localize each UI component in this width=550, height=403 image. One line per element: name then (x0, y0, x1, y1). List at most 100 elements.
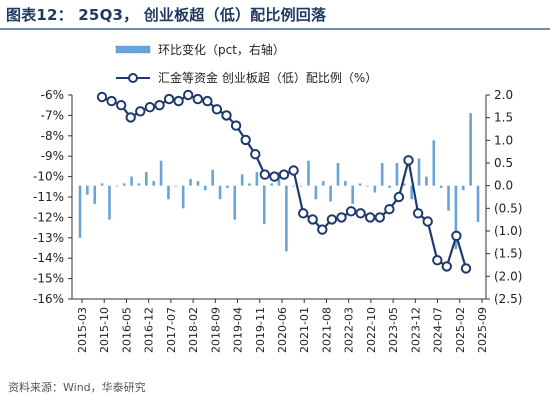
change-bar (130, 176, 133, 186)
x-axis-label: 2019-11 (254, 307, 267, 353)
left-axis-label: -15% (33, 272, 64, 286)
x-axis-label: 2024-07 (432, 307, 445, 353)
change-bar (218, 185, 222, 200)
x-axis-label: 2019-04 (232, 307, 245, 353)
x-axis-label: 2023-12 (409, 307, 422, 353)
ratio-point (240, 134, 251, 146)
change-bar (122, 183, 126, 186)
change-bar (211, 169, 214, 186)
right-axis-label: (2.0) (494, 269, 522, 283)
ratio-point (250, 149, 261, 160)
ratio-point (298, 208, 309, 219)
change-bar (388, 185, 391, 188)
ratio-point (393, 191, 405, 203)
ratio-point (230, 120, 242, 131)
chart-title: 图表12： 25Q3， 创业板超（低）配比例回落 (6, 6, 327, 24)
left-axis-label: -7% (41, 108, 64, 122)
ratio-point (317, 224, 328, 235)
change-bar (439, 185, 443, 188)
ratio-point (173, 95, 184, 107)
ratio-point (221, 110, 232, 121)
ratio-point (211, 104, 223, 115)
change-bar (181, 185, 185, 209)
change-bar (248, 183, 251, 186)
change-bar (314, 185, 318, 200)
change-bar (233, 185, 237, 220)
change-bar (344, 181, 347, 186)
x-axis-label: 2021-01 (298, 307, 311, 353)
change-bar (336, 163, 340, 186)
ratio-point (163, 93, 175, 105)
ratio-point (374, 212, 385, 223)
left-axis-label: -6% (41, 88, 64, 102)
ratio-point (355, 208, 366, 219)
right-axis-label: 2.0 (494, 88, 513, 102)
change-bar (410, 185, 413, 200)
x-axis-label: 2016-12 (143, 307, 156, 353)
ratio-point (96, 91, 108, 103)
right-axis-label: 0.5 (494, 156, 513, 170)
left-axis-label: -8% (41, 129, 64, 143)
ratio-point (365, 212, 376, 223)
legend: 环比变化（pct，右轴） 汇金等资金 创业板超（低）配比例（%） (115, 42, 377, 85)
change-bar (145, 172, 148, 186)
x-axis-label: 2017-07 (165, 307, 178, 353)
ratio-point (183, 89, 194, 101)
ratio-point (192, 93, 204, 105)
ratio-point (384, 204, 395, 215)
change-bar (152, 181, 156, 186)
ratio-point (432, 255, 443, 266)
change-bar (189, 178, 192, 186)
ratio-point (441, 261, 452, 272)
right-axis-label: (1.5) (494, 247, 522, 261)
ratio-point (460, 263, 472, 274)
right-axis-label: 1.5 (494, 111, 513, 125)
ratio-point (412, 208, 424, 219)
change-bar (476, 185, 480, 222)
change-bar (373, 185, 377, 193)
change-bar (86, 185, 89, 195)
change-bar (167, 185, 170, 200)
ratio-point (403, 155, 414, 166)
x-axis-label: 2022-10 (365, 307, 378, 353)
change-bar (108, 185, 111, 220)
x-axis-label: 2022-03 (343, 307, 356, 353)
x-axis-label: 2015-03 (76, 307, 89, 353)
change-bar (93, 185, 97, 204)
change-bar (461, 185, 465, 191)
ratio-point (336, 212, 347, 223)
change-bar (292, 185, 296, 187)
x-axis-label: 2020-06 (276, 307, 289, 353)
change-bar (203, 185, 207, 191)
left-axis-label: -14% (33, 251, 64, 265)
change-bar (380, 163, 384, 186)
ratio-point (135, 106, 146, 117)
legend-label-line: 汇金等资金 创业板超（低）配比例（%） (158, 70, 377, 85)
change-bar (329, 185, 332, 202)
title-divider (0, 28, 550, 30)
change-bar (402, 183, 406, 186)
x-axis-label: 2018-02 (187, 307, 200, 353)
ratio-point (144, 102, 156, 113)
source-note: 资料来源：Wind，华泰研究 (8, 381, 146, 394)
x-axis-label: 2025-02 (454, 307, 467, 353)
ratio-point (422, 216, 433, 227)
change-bar (425, 176, 428, 186)
change-bar (226, 185, 229, 188)
ratio-point (106, 95, 117, 107)
change-bar (115, 185, 119, 187)
ratio-point (116, 100, 127, 111)
left-axis-label: -16% (33, 292, 64, 306)
change-bar (137, 183, 141, 186)
x-axis-label: 2021-08 (320, 307, 333, 353)
change-bar (240, 174, 244, 186)
ratio-point (288, 165, 299, 176)
ratio-point (326, 214, 338, 225)
change-bar (285, 185, 288, 252)
x-axis-label: 2023-05 (387, 307, 400, 353)
change-bar (78, 185, 82, 238)
change-bar (159, 160, 163, 186)
left-axis-label: -13% (33, 231, 64, 245)
ratio-point (202, 95, 213, 107)
